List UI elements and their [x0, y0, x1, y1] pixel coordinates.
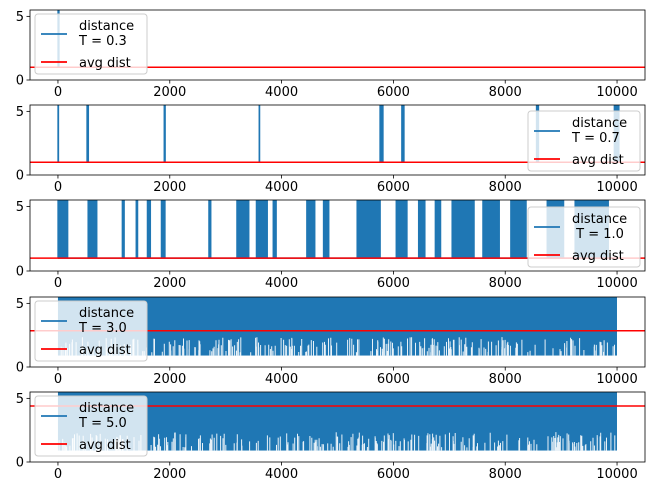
legend-box	[34, 395, 148, 457]
legend-avg-label: avg dist	[572, 153, 624, 168]
distance-spike-cluster	[510, 200, 527, 259]
x-tick-label: 4000	[265, 467, 298, 482]
legend-distance-label: distance T = 1.0	[572, 212, 627, 242]
axes-frame	[29, 391, 646, 463]
x-tick-label: 10000	[596, 467, 637, 482]
x-tick-label: 0	[54, 467, 62, 482]
legend-distance-label: distance T = 0.7	[571, 116, 627, 146]
legend: distance T = 3.0 avg dist	[34, 300, 148, 362]
plot-area	[30, 200, 645, 259]
distance-spike-cluster	[322, 200, 330, 259]
axes-frame	[29, 9, 646, 81]
x-tick-label: 6000	[377, 372, 410, 387]
x-tick-label: 0	[54, 180, 62, 195]
legend-box	[527, 110, 641, 172]
distance-series-band	[57, 297, 617, 356]
distance-spike-cluster	[395, 200, 408, 259]
legend-distance-label: distance T = 5.0	[78, 401, 134, 431]
distance-spike-cluster	[160, 200, 166, 259]
chart-panel-3: 0 2000 4000 6000 8000 10000 0 5 distance T = 1.0…	[16, 199, 646, 291]
legend-box	[34, 300, 148, 362]
axes-frame	[29, 199, 646, 272]
legend: distance T = 1.0 avg dist	[527, 206, 641, 268]
distance-spike-cluster	[272, 200, 277, 259]
y-tick-label: 5	[16, 297, 24, 312]
y-tick-label: 0	[16, 169, 24, 184]
distance-spike-cluster	[57, 105, 60, 163]
y-tick-label: 0	[16, 361, 24, 376]
legend-distance-label: distance T = 0.3	[78, 19, 134, 49]
chart-panel-1: 0 2000 4000 6000 8000 10000 0 5 distance T = 0.3 a…	[16, 9, 646, 100]
distance-spike-cluster	[236, 200, 250, 259]
x-tick-label: 4000	[265, 276, 298, 291]
distance-spike-cluster	[417, 200, 426, 259]
y-tick-label: 5	[16, 200, 24, 215]
x-tick-label: 8000	[489, 467, 522, 482]
legend-distance-label: distance T = 3.0	[78, 306, 134, 336]
axes-frame	[29, 104, 646, 176]
x-tick-label: 10000	[596, 276, 637, 291]
distance-spike-cluster	[356, 200, 381, 259]
x-tick-label: 2000	[153, 467, 186, 482]
distance-spike-cluster	[434, 200, 442, 259]
chart-panel-5: 0 2000 4000 6000 8000 10000 0 5 distance T = 5.0 a…	[16, 391, 646, 482]
x-tick-label: 2000	[153, 85, 186, 100]
x-tick-label: 10000	[596, 180, 637, 195]
y-tick-label: 0	[16, 265, 24, 280]
distance-spike-cluster	[57, 200, 69, 259]
chart-panel-4: 0 2000 4000 6000 8000 10000 0 5 distance T = 3.0 a…	[16, 296, 646, 387]
distance-spike-cluster	[87, 200, 98, 259]
distance-spike-cluster	[135, 200, 139, 259]
legend-box	[527, 206, 641, 268]
x-tick-label: 8000	[489, 276, 522, 291]
legend-avg-label: avg dist	[572, 249, 624, 264]
legend: distance T = 0.3 avg dist	[34, 13, 148, 75]
y-tick-label: 5	[16, 392, 24, 407]
plot-area	[30, 392, 645, 451]
legend: distance T = 0.7 avg dist	[527, 110, 641, 172]
distance-spike-cluster	[86, 105, 90, 163]
x-tick-label: 6000	[377, 85, 410, 100]
distance-spike-cluster	[255, 200, 268, 259]
x-tick-label: 6000	[377, 276, 410, 291]
x-tick-label: 0	[54, 372, 62, 387]
legend-avg-label: avg dist	[79, 56, 131, 71]
distance-spike-cluster	[401, 105, 405, 163]
x-tick-label: 10000	[596, 372, 637, 387]
distance-spike-cluster	[163, 105, 166, 163]
distance-spike-cluster	[482, 200, 500, 259]
x-tick-label: 4000	[265, 372, 298, 387]
legend-avg-label: avg dist	[79, 343, 131, 358]
distance-spike-cluster	[451, 200, 475, 259]
x-tick-label: 10000	[596, 85, 637, 100]
x-tick-label: 0	[54, 276, 62, 291]
distance-spike-cluster	[146, 200, 152, 259]
y-tick-label: 0	[16, 74, 24, 89]
x-tick-label: 0	[54, 85, 62, 100]
y-tick-label: 0	[16, 456, 24, 471]
x-tick-label: 6000	[377, 180, 410, 195]
distance-spike-cluster	[121, 200, 125, 259]
axes-frame	[29, 296, 646, 368]
distance-spike-cluster	[306, 200, 316, 259]
x-tick-label: 8000	[489, 372, 522, 387]
chart-panel-2: 0 2000 4000 6000 8000 10000 0 5 distance T = 0.7 a…	[16, 104, 646, 195]
legend: distance T = 5.0 avg dist	[34, 395, 148, 457]
x-tick-label: 6000	[377, 467, 410, 482]
x-tick-label: 4000	[265, 85, 298, 100]
distance-spike-cluster	[379, 105, 384, 163]
legend-avg-label: avg dist	[79, 438, 131, 453]
x-tick-label: 8000	[489, 85, 522, 100]
x-tick-label: 2000	[153, 180, 186, 195]
distance-spike-cluster	[208, 200, 212, 259]
y-tick-label: 5	[16, 105, 24, 120]
x-tick-label: 4000	[265, 180, 298, 195]
x-tick-label: 8000	[489, 180, 522, 195]
y-tick-label: 5	[16, 10, 24, 25]
x-tick-label: 2000	[153, 372, 186, 387]
legend-box	[34, 13, 148, 75]
x-tick-label: 2000	[153, 276, 186, 291]
